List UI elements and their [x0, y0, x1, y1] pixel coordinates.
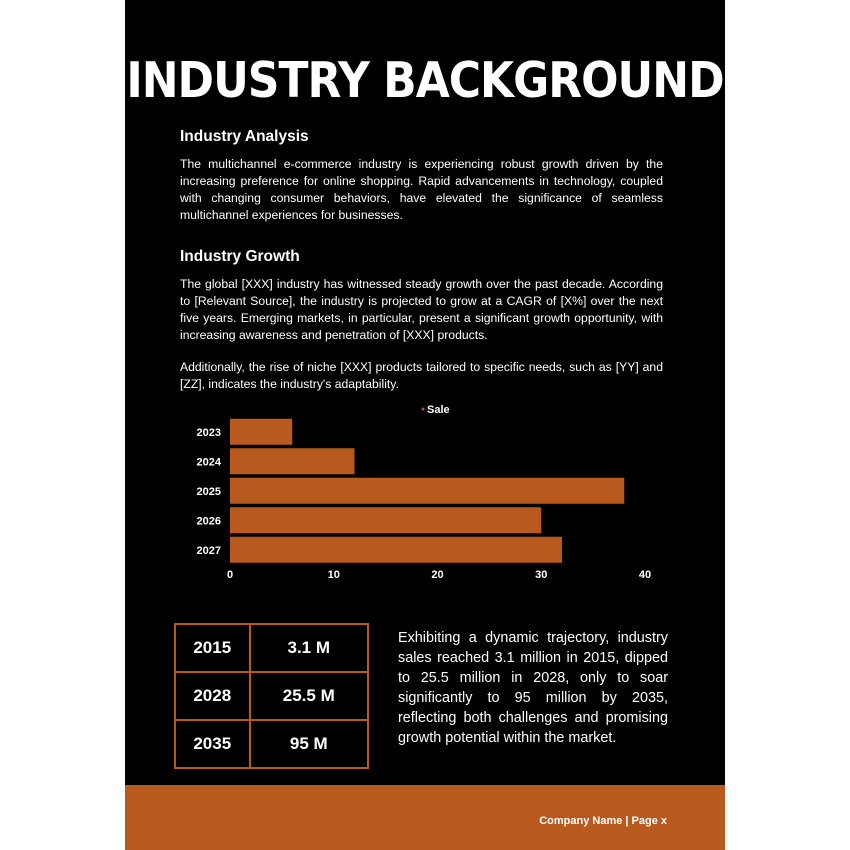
- industry-analysis-text: The multichannel e-commerce industry is …: [180, 157, 663, 222]
- bar-2026: [230, 507, 542, 534]
- stats-year: 2035: [174, 719, 251, 769]
- page-title: INDUSTRY BACKGROUND: [126, 52, 724, 110]
- industry-growth-text: The global [XXX] industry has witnessed …: [180, 277, 663, 342]
- stats-row: 2035 95 M: [174, 719, 370, 769]
- y-tick-label: 2026: [197, 515, 221, 527]
- summary-text: Exhibiting a dynamic trajectory, industr…: [398, 630, 668, 746]
- stats-row: 2028 25.5 M: [174, 671, 370, 721]
- x-tick-label: 30: [535, 569, 547, 581]
- bar-2027: [230, 536, 562, 563]
- legend-label: Sale: [427, 404, 450, 416]
- stats-value: 3.1 M: [248, 623, 370, 673]
- stats-year: 2028: [174, 671, 251, 721]
- y-tick-label: 2027: [197, 545, 221, 557]
- bar-2025: [230, 477, 625, 504]
- industry-analysis-heading: Industry Analysis: [180, 128, 309, 145]
- x-tick-label: 0: [227, 569, 233, 581]
- sales-bar-chart: Sale 2023 2024 2025 2026 2027 0 10 20 30 40: [165, 398, 705, 583]
- stats-value: 95 M: [248, 719, 370, 769]
- stats-table: 2015 3.1 M 2028 25.5 M 2035 95 M: [174, 623, 370, 769]
- bar-2024: [230, 448, 355, 475]
- x-tick-label: 40: [639, 569, 651, 581]
- legend-marker: [421, 407, 425, 411]
- y-tick-label: 2025: [197, 486, 221, 498]
- bar-2023: [230, 418, 293, 445]
- stats-row: 2015 3.1 M: [174, 623, 370, 673]
- x-tick-label: 10: [328, 569, 340, 581]
- industry-growth-heading: Industry Growth: [180, 248, 300, 265]
- document-page: INDUSTRY BACKGROUND Industry Analysis Th…: [125, 0, 725, 850]
- stats-year: 2015: [174, 623, 251, 673]
- industry-growth-text-2: Additionally, the rise of niche [XXX] pr…: [180, 360, 663, 391]
- y-tick-label: 2023: [197, 427, 221, 439]
- x-tick-label: 20: [431, 569, 443, 581]
- chart-svg: Sale 2023 2024 2025 2026 2027 0 10 20 30 40: [197, 404, 652, 581]
- footer-text: Company Name | Page x: [539, 815, 667, 827]
- y-tick-label: 2024: [197, 456, 222, 468]
- footer-bar: Company Name | Page x: [125, 785, 725, 850]
- stats-value: 25.5 M: [248, 671, 370, 721]
